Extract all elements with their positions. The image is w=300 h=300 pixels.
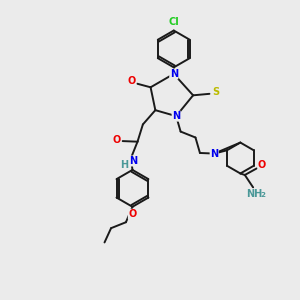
- Text: H: H: [120, 160, 128, 170]
- Text: O: O: [112, 135, 121, 145]
- Text: Cl: Cl: [168, 17, 179, 27]
- Text: NH: NH: [246, 189, 262, 199]
- Text: O: O: [128, 209, 136, 219]
- Text: 2: 2: [260, 192, 265, 198]
- Text: N: N: [170, 69, 178, 79]
- Text: O: O: [258, 160, 266, 170]
- Text: N: N: [172, 111, 180, 121]
- Text: N: N: [210, 148, 218, 159]
- Text: N: N: [129, 156, 137, 166]
- Text: S: S: [212, 87, 219, 97]
- Text: O: O: [128, 76, 136, 86]
